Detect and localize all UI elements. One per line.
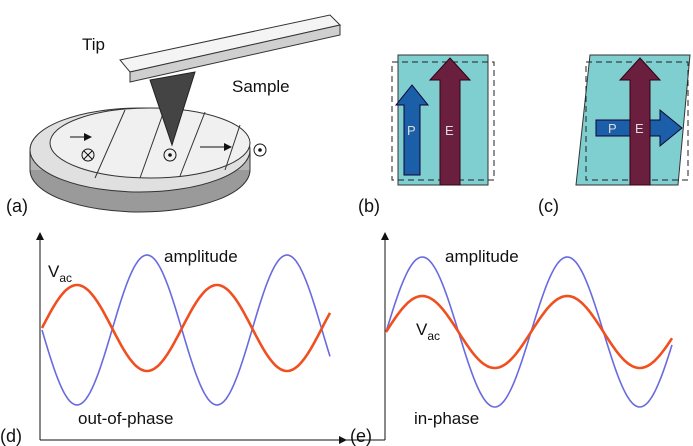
amplitude-curve	[41, 254, 331, 406]
panel-label: (a)	[6, 196, 28, 216]
vac-curve	[384, 294, 674, 370]
vac-main: V	[48, 262, 60, 281]
sample-label: Sample	[232, 77, 290, 96]
e-label: E	[635, 121, 644, 136]
panel-e: Vac amplitude in-phase (e)	[330, 232, 674, 446]
e-label: E	[445, 123, 454, 138]
tip-label: Tip	[82, 35, 105, 54]
vac-sub: ac	[427, 329, 440, 343]
panel-label: (d)	[0, 426, 22, 446]
vac-label: Vac	[416, 320, 440, 343]
amplitude-curve	[385, 256, 673, 408]
vac-curve	[40, 283, 332, 373]
panel-label: (e)	[350, 426, 372, 446]
p-label: P	[407, 123, 416, 138]
panel-d: Vac amplitude out-of-phase (d)	[0, 232, 347, 446]
panel-label: (c)	[538, 196, 559, 216]
panel-label: (b)	[358, 196, 380, 216]
panel-b: P E (b)	[358, 54, 495, 216]
p-label: P	[608, 121, 617, 136]
amplitude-label: amplitude	[164, 247, 238, 266]
vac-sub: ac	[59, 271, 72, 285]
phase-label: in-phase	[414, 409, 479, 428]
amplitude-label: amplitude	[445, 247, 519, 266]
vac-label: Vac	[48, 262, 72, 285]
panel-a: Tip Sample (a)	[6, 14, 341, 216]
panel-c: P E (c)	[538, 54, 691, 216]
vac-main: V	[416, 320, 428, 339]
phase-label: out-of-phase	[78, 409, 173, 428]
